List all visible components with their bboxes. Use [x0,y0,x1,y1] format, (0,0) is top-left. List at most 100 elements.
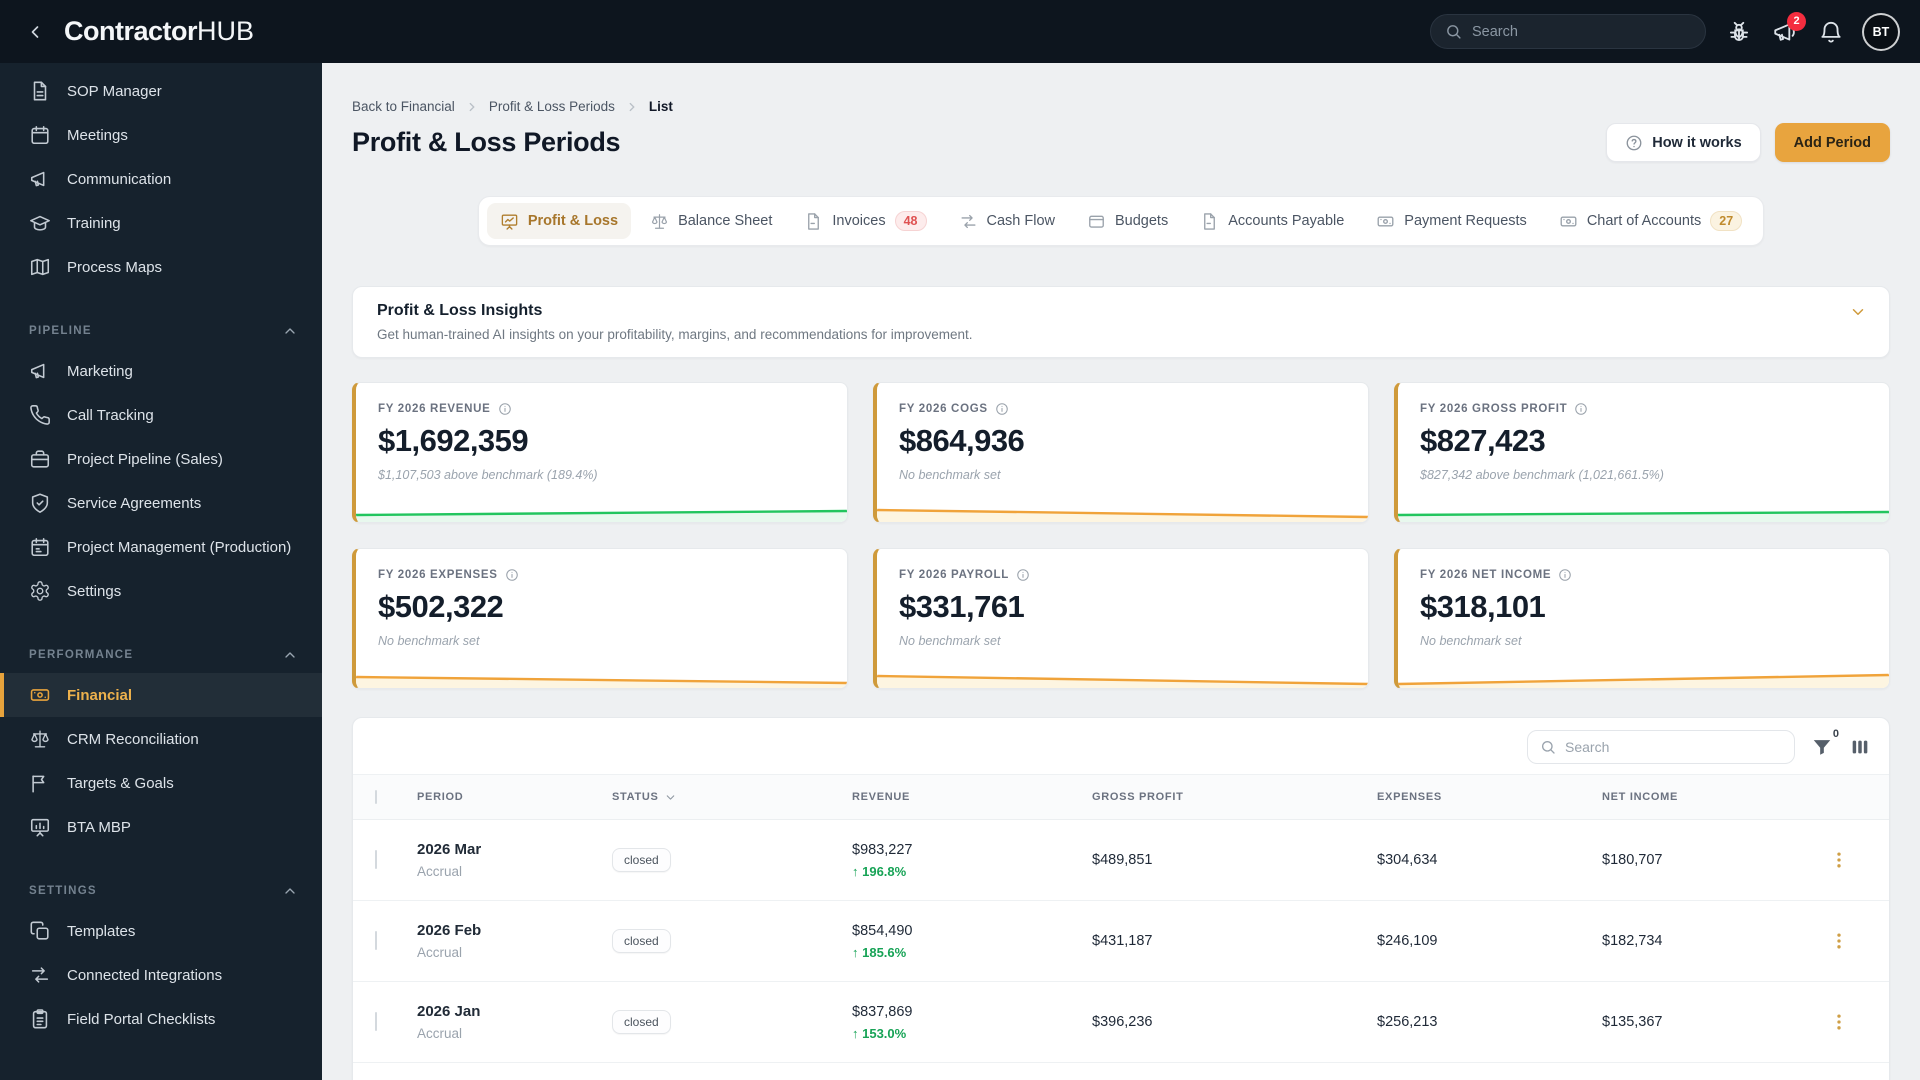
metric-label-row: FY 2026 NET INCOME [1420,568,1867,582]
tab-count-badge: 27 [1710,211,1743,231]
row-menu-kebab-icon[interactable] [1829,931,1849,951]
table-search-input[interactable] [1565,739,1782,755]
select-all-checkbox[interactable] [375,790,377,804]
clipboard-icon [29,1008,51,1030]
bug-report-icon[interactable] [1726,19,1752,45]
tab-profit-loss[interactable]: Profit & Loss [486,203,632,239]
sidebar-item-label: Training [67,214,121,232]
metric-card: FY 2026 COGS $864,936 No benchmark set [873,382,1369,523]
how-it-works-button[interactable]: How it works [1606,123,1761,162]
row-checkbox[interactable] [375,850,377,869]
sidebar-item-project-pipeline-sales[interactable]: Project Pipeline (Sales) [0,437,322,481]
column-header-period: PERIOD [417,791,612,803]
sidebar-section-label: PERFORMANCE [29,649,134,661]
sidebar-item-financial[interactable]: Financial [0,673,322,717]
scale-icon [650,212,669,231]
sidebar-item-communication[interactable]: Communication [0,157,322,201]
cash-icon [1376,212,1395,231]
column-header-net-income: NET INCOME [1602,791,1829,803]
global-search[interactable] [1430,14,1706,49]
sidebar-nav: SOP Manager Meetings Communication Training… [0,69,322,1041]
add-period-button[interactable]: Add Period [1774,123,1890,162]
phone-icon [29,404,51,426]
user-avatar[interactable]: BT [1864,14,1898,49]
table-search[interactable] [1527,730,1795,764]
row-checkbox[interactable] [375,931,377,950]
metric-card: FY 2026 EXPENSES $502,322 No benchmark set [352,548,848,689]
chevron-down-icon [664,791,677,804]
sidebar-section-pipeline[interactable]: PIPELINE [0,313,322,349]
revenue-value: $983,227 [852,841,913,858]
sidebar-item-label: Call Tracking [67,406,154,424]
tab-cash-flow[interactable]: Cash Flow [946,203,1069,239]
sidebar-item-label: Field Portal Checklists [67,1010,216,1028]
breadcrumb-item[interactable]: Profit & Loss Periods [488,99,615,114]
status-badge: closed [612,929,671,953]
sidebar-item-bta-mbp[interactable]: BTA MBP [0,805,322,849]
metric-benchmark: $1,107,503 above benchmark (189.4%) [378,468,598,482]
info-circle-icon [1016,568,1030,582]
metric-value: $502,322 [378,589,504,624]
filter-funnel-icon[interactable]: 0 [1811,728,1839,758]
sidebar-item-field-portal-checklists[interactable]: Field Portal Checklists [0,997,322,1041]
revenue-change: ↑ 153.0% [852,1025,907,1041]
row-checkbox[interactable] [375,1012,377,1031]
sidebar-section-performance[interactable]: PERFORMANCE [0,637,322,673]
breadcrumb-item[interactable]: Back to Financial [352,99,455,114]
back-button[interactable] [20,17,50,47]
period-cell: 2026 Feb Accrual [417,922,612,960]
tab-budgets[interactable]: Budgets [1074,203,1181,239]
tab-label: Budgets [1115,213,1169,229]
sidebar-item-label: CRM Reconciliation [67,730,199,748]
global-search-input[interactable] [1472,23,1691,40]
metric-label: FY 2026 EXPENSES [378,569,498,581]
insights-title: Profit & Loss Insights [377,302,543,319]
tab-accounts-payable[interactable]: Accounts Payable [1187,203,1357,239]
status-cell: closed [612,1010,852,1034]
sidebar-item-targets-goals[interactable]: Targets & Goals [0,761,322,805]
tab-balance-sheet[interactable]: Balance Sheet [637,203,785,239]
sidebar-item-service-agreements[interactable]: Service Agreements [0,481,322,525]
sidebar-item-sop-manager[interactable]: SOP Manager [0,69,322,113]
metric-value: $318,101 [1420,589,1546,624]
table-body: 2026 Mar Accrual closed $983,227 ↑ 196.8% $48… [353,820,1889,1063]
sidebar-item-label: Financial [67,686,133,704]
columns-icon[interactable] [1849,736,1871,758]
sidebar-item-templates[interactable]: Templates [0,909,322,953]
chevron-left-icon [25,22,45,42]
row-menu-kebab-icon[interactable] [1829,850,1849,870]
insights-panel[interactable]: Profit & Loss Insights Get human-trained… [352,286,1890,358]
sidebar-item-project-management-production[interactable]: Project Management (Production) [0,525,322,569]
column-header-status[interactable]: STATUS [612,791,852,804]
sidebar-item-meetings[interactable]: Meetings [0,113,322,157]
period-name: 2026 Feb [417,922,482,939]
sidebar-item-label: Service Agreements [67,494,202,512]
sidebar-item-call-tracking[interactable]: Call Tracking [0,393,322,437]
tab-payment-requests[interactable]: Payment Requests [1363,203,1540,239]
tab-invoices[interactable]: Invoices 48 [791,203,939,239]
document-icon [29,80,51,102]
tab-chart-of-accounts[interactable]: Chart of Accounts 27 [1546,203,1755,239]
revenue-value: $854,490 [852,922,913,939]
sidebar-item-process-maps[interactable]: Process Maps [0,245,322,289]
tab-label: Balance Sheet [678,213,773,229]
sidebar-item-connected-integrations[interactable]: Connected Integrations [0,953,322,997]
tabbar: Profit & Loss Balance Sheet Invoices 48 Cash… [477,196,1765,246]
sidebar-section-label: PIPELINE [29,325,92,337]
bell-icon[interactable] [1818,19,1844,45]
sidebar-item-settings[interactable]: Settings [0,569,322,613]
chevron-up-icon [282,883,298,899]
net-income-cell: $182,734 [1602,933,1663,949]
sidebar-item-training[interactable]: Training [0,201,322,245]
sidebar-item-marketing[interactable]: Marketing [0,349,322,393]
page-title: Profit & Loss Periods [352,127,621,157]
sidebar-item-crm-reconciliation[interactable]: CRM Reconciliation [0,717,322,761]
expenses-cell: $304,634 [1377,852,1438,868]
chevron-down-icon[interactable] [1849,303,1867,321]
announcements-icon[interactable]: 2 [1772,11,1806,45]
sidebar-section-settings[interactable]: SETTINGS [0,873,322,909]
presentation-line-icon [500,212,519,231]
row-menu-kebab-icon[interactable] [1829,1012,1849,1032]
metric-benchmark: No benchmark set [899,468,1001,482]
